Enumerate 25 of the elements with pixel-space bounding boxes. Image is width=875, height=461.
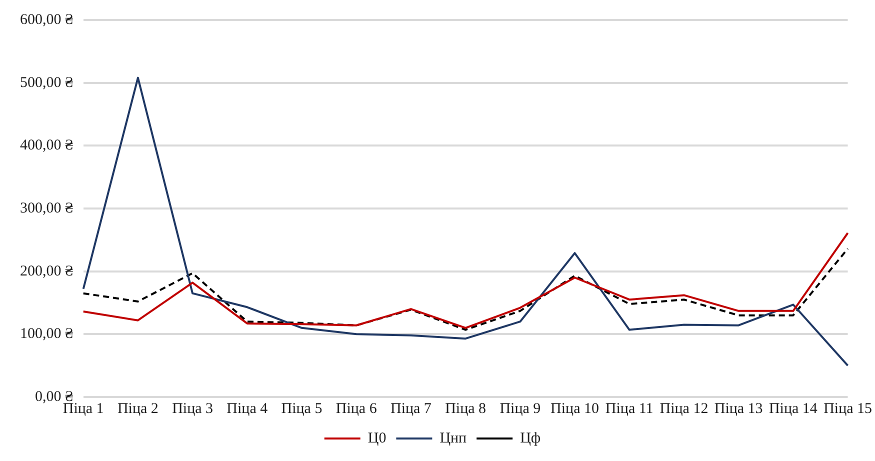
y-tick-label: 500,00 ₴ [20, 74, 74, 91]
x-tick-label: Піца 1 [62, 400, 104, 417]
x-tick-label: Піца 6 [336, 400, 378, 417]
x-tick-label: Піца 9 [500, 400, 541, 417]
x-tick-label: Піца 2 [117, 400, 158, 417]
y-tick-label: 600,00 ₴ [20, 12, 74, 28]
legend-label: Ц0 [368, 430, 386, 446]
x-tick-label: Піца 14 [768, 400, 818, 417]
x-tick-label: Піца 5 [281, 400, 322, 417]
x-tick-label: Піца 8 [445, 400, 486, 417]
x-tick-label: Піца 13 [714, 400, 763, 417]
x-tick-label: Піца 10 [550, 400, 599, 417]
legend-label: Цнп [440, 430, 467, 446]
y-tick-label: 200,00 ₴ [20, 263, 74, 280]
y-tick-label: 400,00 ₴ [20, 138, 74, 154]
line-series [82, 248, 849, 331]
x-tick-label: Піца 15 [824, 400, 872, 417]
x-tick-label: Піца 12 [660, 400, 708, 417]
legend-label: Цф [520, 430, 541, 446]
x-tick-label: Піца 11 [605, 400, 654, 417]
y-tick-label: 100,00 ₴ [20, 326, 74, 342]
x-tick-label: Піца 7 [390, 400, 432, 417]
x-tick-label: Піца 4 [226, 400, 268, 417]
x-tick-label: Піца 3 [172, 400, 214, 417]
y-tick-label: 300,00 ₴ [20, 200, 74, 216]
